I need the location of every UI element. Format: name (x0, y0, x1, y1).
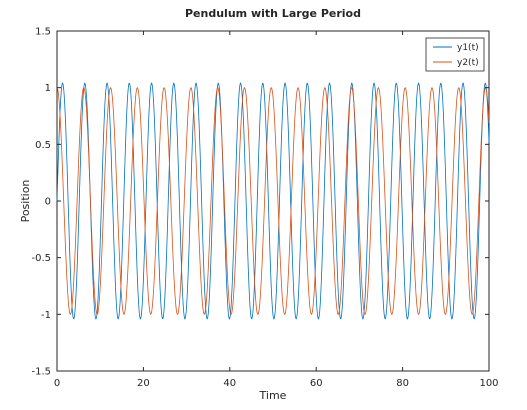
x-axis-ticks: 0 20 40 60 80 100 (54, 31, 499, 389)
y-tick-label: -0.5 (31, 253, 51, 264)
legend-box (425, 37, 485, 72)
y-tick-label: -1 (41, 310, 51, 321)
series-line-1 (56, 82, 490, 320)
x-tick-label: 40 (223, 378, 236, 389)
x-tick-label: 80 (396, 378, 409, 389)
legend: y1(t) y2(t) (425, 37, 485, 72)
series-layer (56, 82, 490, 320)
y-axis-label: Position (19, 180, 32, 223)
x-tick-label: 20 (137, 378, 150, 389)
x-tick-label: 60 (310, 378, 323, 389)
series-line-2 (56, 86, 490, 316)
y-tick-label: 1.5 (35, 27, 51, 38)
y-tick-label: 0 (45, 197, 51, 208)
chart-title: Pendulum with Large Period (185, 7, 361, 20)
y-axis-ticks: -1.5 -1 -0.5 0 0.5 1 1.5 (31, 27, 489, 378)
y-tick-label: 0.5 (35, 140, 51, 151)
legend-label-y2: y2(t) (457, 58, 479, 68)
y-tick-label: 1 (45, 83, 51, 94)
x-tick-label: 0 (54, 378, 60, 389)
x-tick-label: 100 (479, 378, 498, 389)
legend-label-y1: y1(t) (457, 43, 479, 53)
y-tick-label: -1.5 (31, 367, 51, 378)
x-axis-label: Time (259, 389, 287, 402)
